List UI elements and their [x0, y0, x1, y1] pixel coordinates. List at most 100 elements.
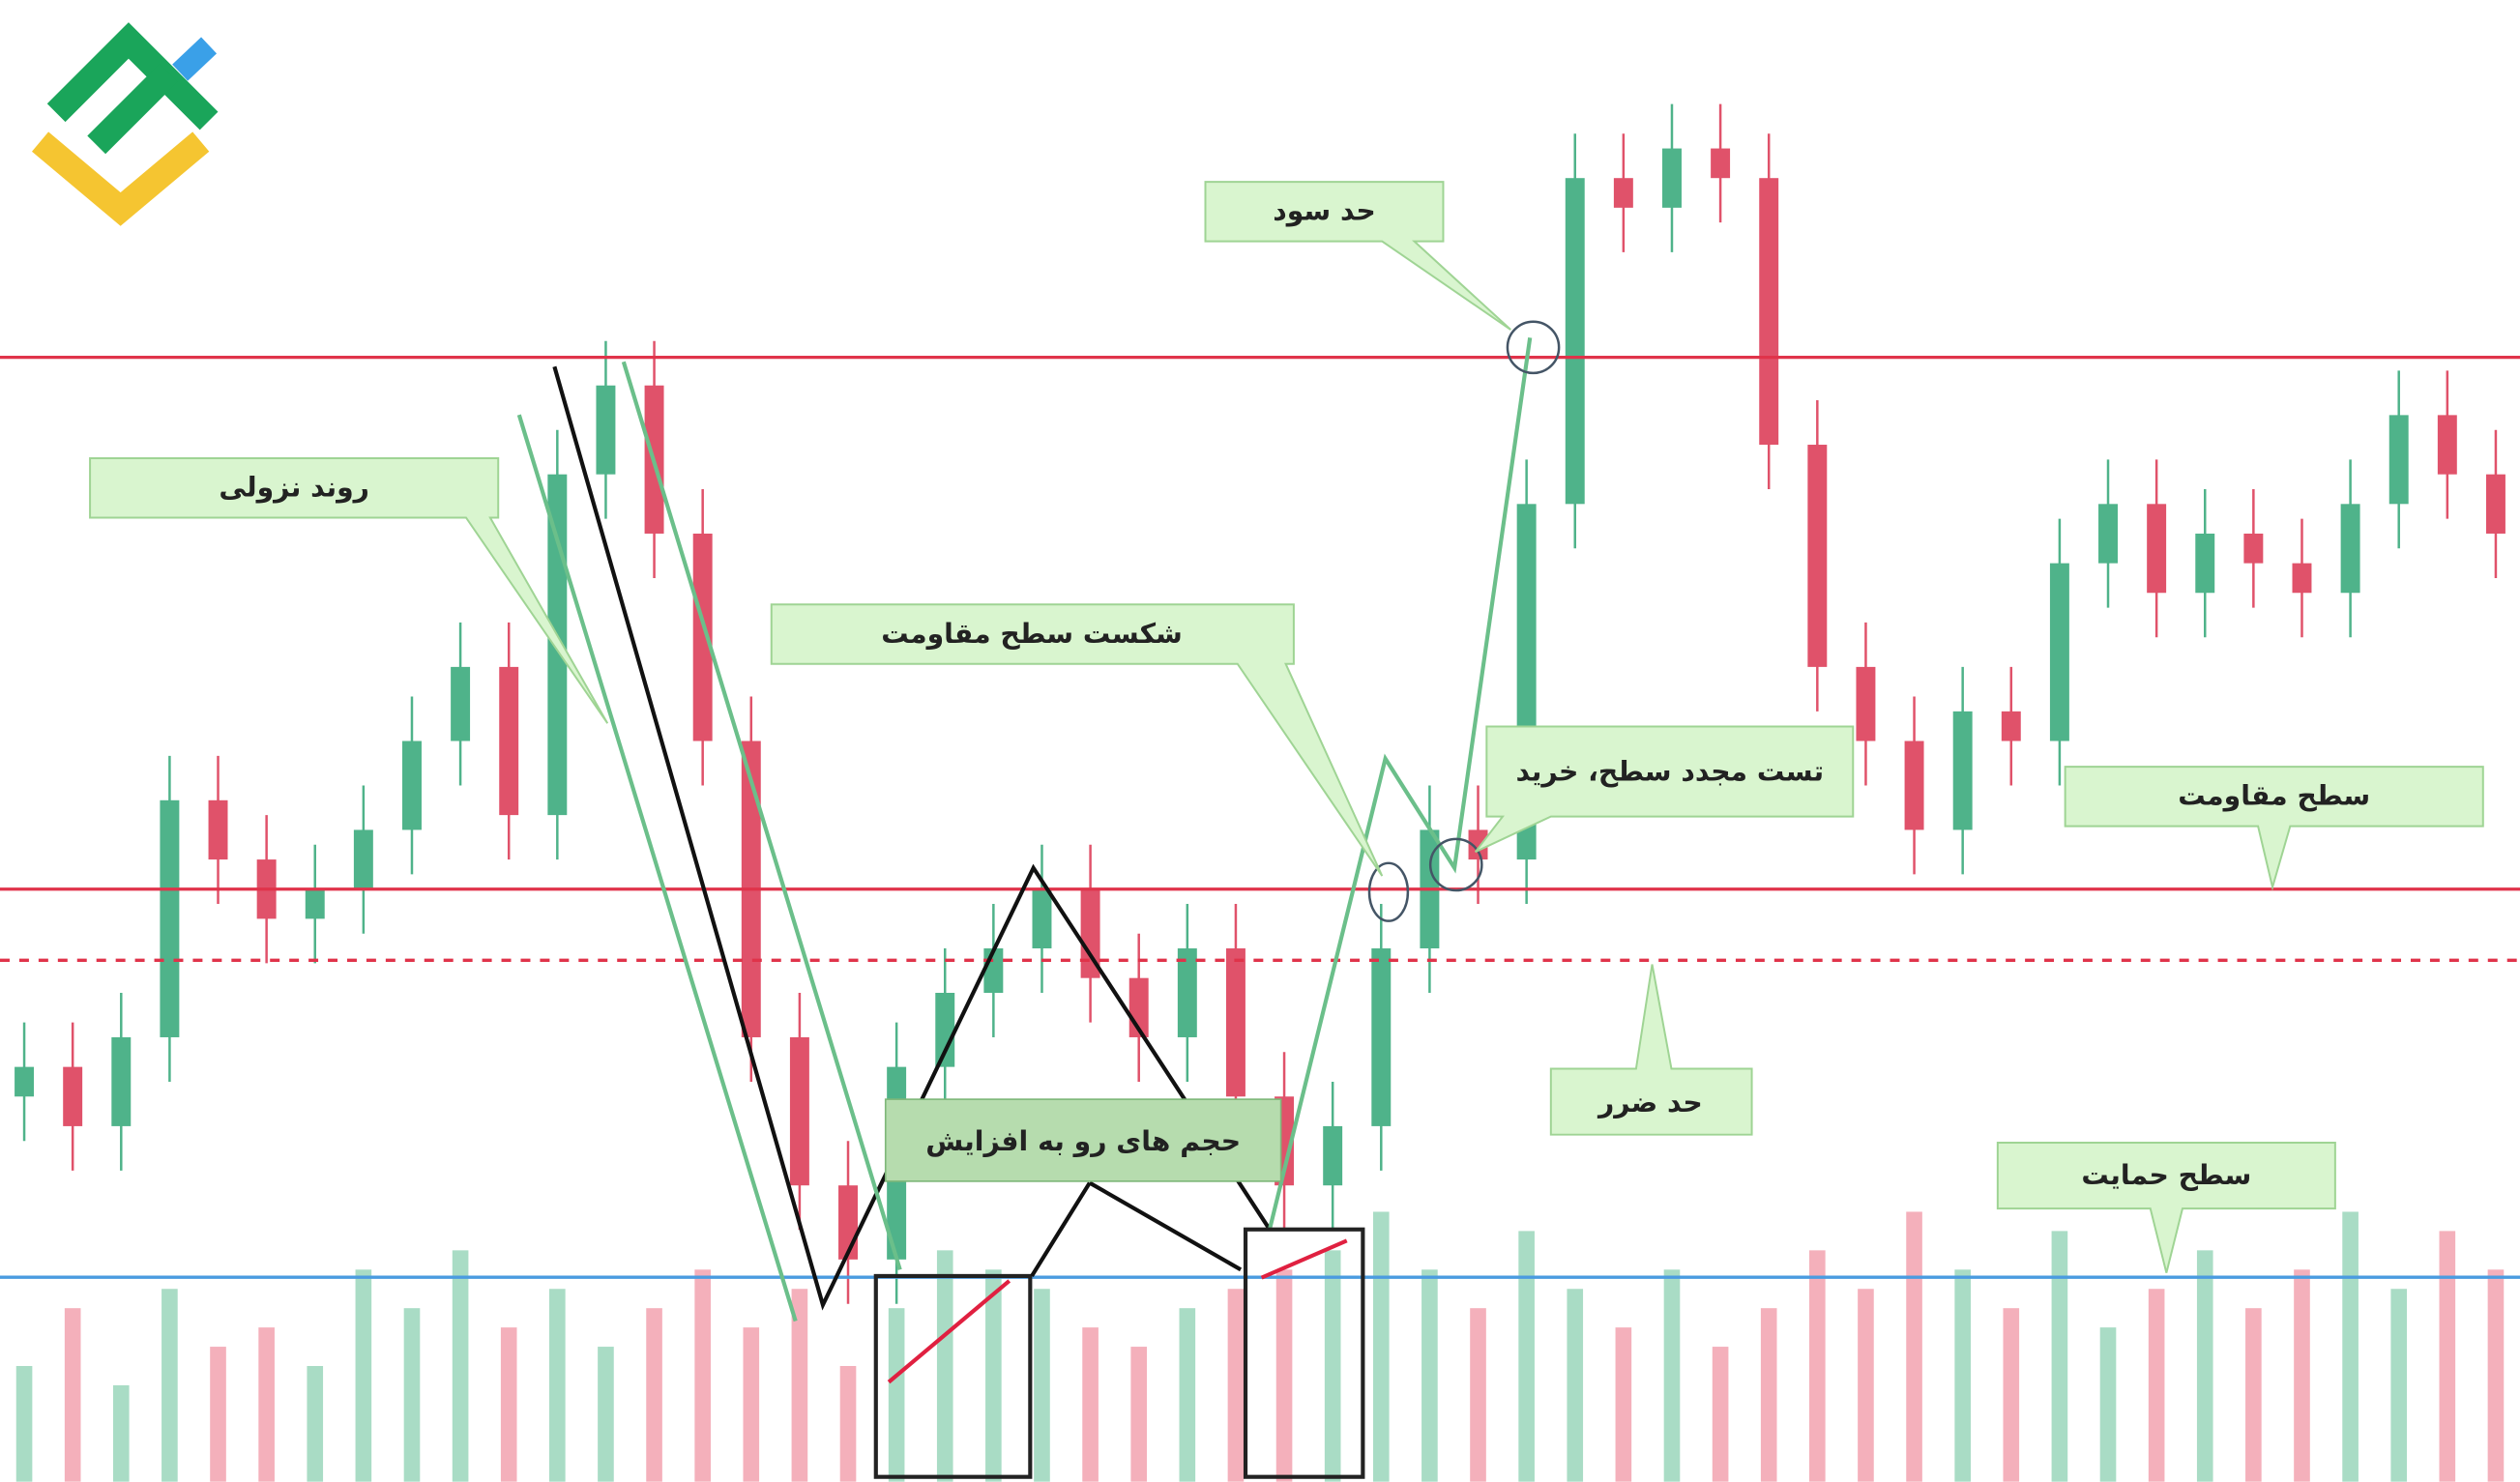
marks	[0, 103, 2520, 1482]
volume-bar	[15, 1366, 33, 1482]
volume-bar	[1954, 1269, 1971, 1482]
volume-bar	[791, 1289, 808, 1482]
volume-bar	[888, 1308, 905, 1482]
candle-body	[353, 829, 373, 889]
volume-bar	[1712, 1347, 1729, 1482]
logo-part	[87, 63, 178, 155]
candle-body	[2485, 474, 2505, 534]
volume-bar	[1809, 1250, 1826, 1482]
volume-bar	[2148, 1289, 2165, 1482]
callout-box	[1204, 181, 1511, 331]
volume-bar	[2342, 1211, 2359, 1482]
callout-box	[884, 1098, 1282, 1182]
candle-body	[1225, 948, 1245, 1097]
candle-body	[1952, 711, 1973, 830]
volume-bar	[161, 1289, 178, 1482]
candle-body	[160, 799, 180, 1037]
candle-body	[1565, 178, 1585, 505]
candle-body	[2292, 563, 2312, 594]
volume-bar	[112, 1384, 130, 1482]
volume-bar	[1275, 1269, 1293, 1482]
circle	[1367, 861, 1410, 922]
arrow	[887, 1238, 1348, 1384]
candle-body	[1904, 741, 1924, 830]
candle-body	[208, 799, 228, 860]
callout-box	[1996, 1142, 2336, 1273]
candle-body	[1711, 148, 1731, 179]
logo-part	[31, 131, 210, 226]
callout-text: تست مجدد سطح، خرید	[1515, 756, 1824, 788]
candle-body	[789, 1036, 809, 1186]
channel	[516, 361, 902, 1322]
candle-body	[1759, 178, 1779, 446]
volume-bar	[64, 1308, 81, 1482]
volume-bar	[1179, 1308, 1196, 1482]
candle-body	[1323, 1125, 1343, 1186]
candle-body	[2147, 504, 2167, 594]
volume-bar	[2487, 1269, 2505, 1482]
candle-body	[1662, 148, 1682, 208]
volume-bar	[1906, 1211, 1922, 1482]
volume-bar	[1663, 1269, 1681, 1482]
candle-body	[1613, 178, 1633, 208]
volume-bar	[646, 1308, 662, 1482]
volume-bar	[1567, 1289, 1584, 1482]
volume-bar	[307, 1366, 324, 1482]
arrow	[1030, 1180, 1243, 1278]
candle-body	[1856, 666, 1876, 741]
callout-text: شکست سطح مقاومت	[881, 618, 1183, 650]
candle-body	[402, 741, 422, 830]
volume-box	[1243, 1227, 1365, 1479]
volume-bar	[694, 1269, 711, 1482]
candle-body	[1371, 948, 1392, 1126]
volume-bar	[355, 1269, 372, 1482]
volume-bar	[2439, 1231, 2456, 1482]
candle-body	[2340, 504, 2360, 594]
candle-body	[2001, 711, 2021, 741]
volume-bar	[1421, 1269, 1438, 1482]
callout-box	[770, 603, 1384, 877]
candle-body	[1807, 445, 1828, 667]
callout-text: حد سود	[1273, 195, 1376, 227]
callout-text: سطح حمایت	[2081, 1159, 2251, 1191]
callout-text: سطح مقاومت	[2178, 780, 2370, 812]
logo-part	[172, 37, 218, 81]
callout-text: حجم های رو به افزایش	[925, 1125, 1241, 1157]
volume-bar	[1324, 1250, 1341, 1482]
candle-body	[2388, 415, 2409, 505]
volume-bar	[1227, 1289, 1245, 1482]
candle-body	[2098, 504, 2118, 564]
callouts: حد سود روند نزولی شکست سطح مقاومت تست مج…	[89, 181, 2484, 1273]
volume-box	[873, 1273, 1033, 1479]
callout-box	[2064, 766, 2484, 891]
callout-text: روند نزولی	[219, 472, 369, 504]
circle	[1428, 837, 1483, 892]
candle-body	[15, 1066, 35, 1097]
volume-bar	[743, 1327, 760, 1482]
volume-bar	[2003, 1308, 2020, 1482]
candle-body	[2437, 415, 2457, 475]
callout-text: حد ضرر	[1597, 1087, 1703, 1119]
volume-bar	[452, 1250, 469, 1482]
candle-body	[2049, 563, 2069, 741]
candle-body	[451, 666, 471, 741]
volume-bar	[1760, 1308, 1777, 1482]
volume-bar	[1518, 1231, 1535, 1482]
volume-bar	[2245, 1308, 2262, 1482]
volume-bar	[839, 1366, 857, 1482]
volume-bar	[1858, 1289, 1874, 1482]
volume-bar	[549, 1289, 566, 1482]
volume-bar	[598, 1347, 614, 1482]
zigzag	[552, 365, 1272, 1311]
volume-bar	[2390, 1289, 2408, 1482]
logo	[31, 22, 219, 226]
volume-bar	[1470, 1308, 1486, 1482]
callout-box	[1549, 964, 1753, 1136]
candle-body	[2195, 533, 2215, 594]
volume-bar	[500, 1327, 517, 1482]
candle-body	[63, 1066, 83, 1126]
volume-bar	[1615, 1327, 1632, 1482]
logo-part	[46, 22, 219, 131]
